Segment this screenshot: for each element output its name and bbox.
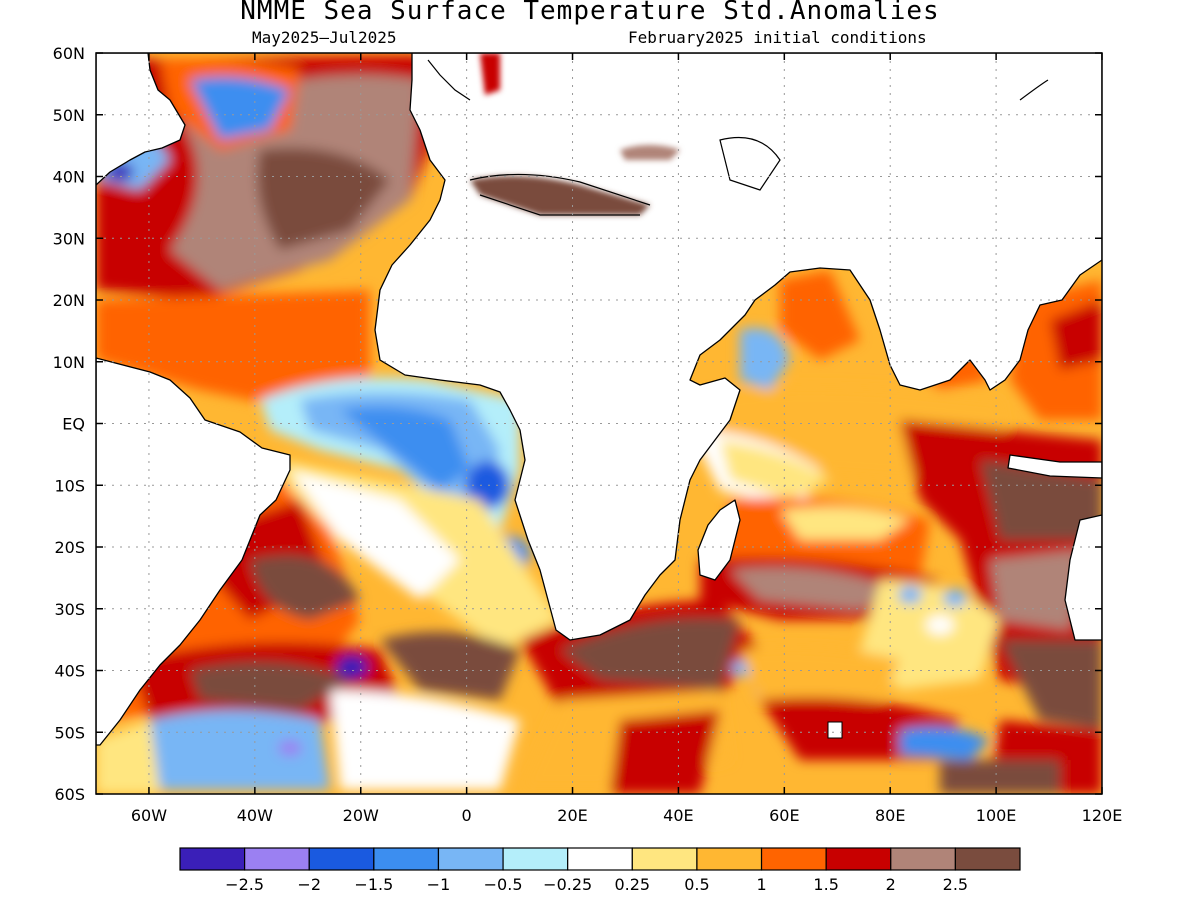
lat-tick-label: 60S: [54, 785, 85, 804]
lat-tick-label: 40S: [54, 662, 85, 681]
lon-tick-label: 20W: [343, 806, 379, 825]
colorbar-label: −0.25: [543, 875, 592, 894]
colorbar-labels: −2.5 −2 −1.5 −1 −0.5 −0.25 0.25 0.5 1 1.5 2 2.5: [225, 875, 968, 894]
colorbar-swatch: [631, 847, 698, 871]
lat-tick-label: 50N: [53, 106, 85, 125]
period-subtitle: May2025–Jul2025: [252, 28, 397, 47]
lon-tick-label: 100E: [976, 806, 1017, 825]
colorbar-swatch: [373, 847, 440, 871]
colorbar-swatch: [954, 847, 1021, 871]
latitude-axis: 60N 50N 40N 30N 20N 10N EQ 10S 20S 30S 40S 50S 60S: [53, 44, 1102, 804]
colorbar-label: 0.5: [684, 875, 709, 894]
lat-tick-label: 60N: [53, 44, 85, 63]
colorbar-label: −1.5: [354, 875, 393, 894]
colorbar-label: −2.5: [225, 875, 264, 894]
colorbar-swatch: [760, 847, 827, 871]
colorbar-label: −1: [427, 875, 451, 894]
colorbar-swatch: [890, 847, 956, 871]
lon-tick-label: 40W: [237, 806, 273, 825]
lat-tick-label: 10N: [53, 353, 85, 372]
longitude-axis: 60W 40W 20W 0 20E 40E 60E 80E 100E 120E: [131, 53, 1122, 825]
colorbar-swatch: [502, 847, 569, 871]
colorbar-swatch: [244, 847, 310, 871]
colorbar-swatch: [567, 847, 633, 871]
lat-tick-label: 20S: [54, 538, 85, 557]
map-title: NMME Sea Surface Temperature Std.Anomali…: [240, 0, 940, 26]
lon-tick-label: 20E: [557, 806, 587, 825]
initial-conditions-subtitle: February2025 initial conditions: [628, 28, 927, 47]
colorbar-label: −0.5: [484, 875, 523, 894]
colorbar-swatch: [437, 847, 504, 871]
colorbar-swatch: [179, 847, 246, 871]
lon-tick-label: 80E: [875, 806, 905, 825]
colorbar-label: 1: [756, 875, 766, 894]
lat-tick-label: 30S: [54, 600, 85, 619]
colorbar-swatch: [696, 847, 763, 871]
lon-tick-label: 60E: [769, 806, 799, 825]
gridlines: [96, 53, 1102, 794]
colorbar-swatch: [308, 847, 375, 871]
colorbar-label: 0.25: [614, 875, 650, 894]
lon-tick-label: 0: [462, 806, 472, 825]
lon-tick-label: 60W: [131, 806, 167, 825]
lat-tick-label: EQ: [62, 415, 85, 434]
lat-tick-label: 10S: [54, 476, 85, 495]
lat-tick-label: 50S: [54, 723, 85, 742]
colorbar: [179, 847, 1021, 871]
colorbar-label: 2: [886, 875, 896, 894]
lat-tick-label: 20N: [53, 291, 85, 310]
colorbar-label: 1.5: [813, 875, 838, 894]
colorbar-label: 2.5: [943, 875, 968, 894]
lon-tick-label: 40E: [663, 806, 693, 825]
colorbar-label: −2: [297, 875, 321, 894]
colorbar-swatch: [825, 847, 892, 871]
lat-tick-label: 40N: [53, 168, 85, 187]
coastlines: [427, 59, 1049, 216]
lat-tick-label: 30N: [53, 229, 85, 248]
sst-anomaly-field: [96, 53, 1102, 794]
lon-tick-label: 120E: [1082, 806, 1123, 825]
